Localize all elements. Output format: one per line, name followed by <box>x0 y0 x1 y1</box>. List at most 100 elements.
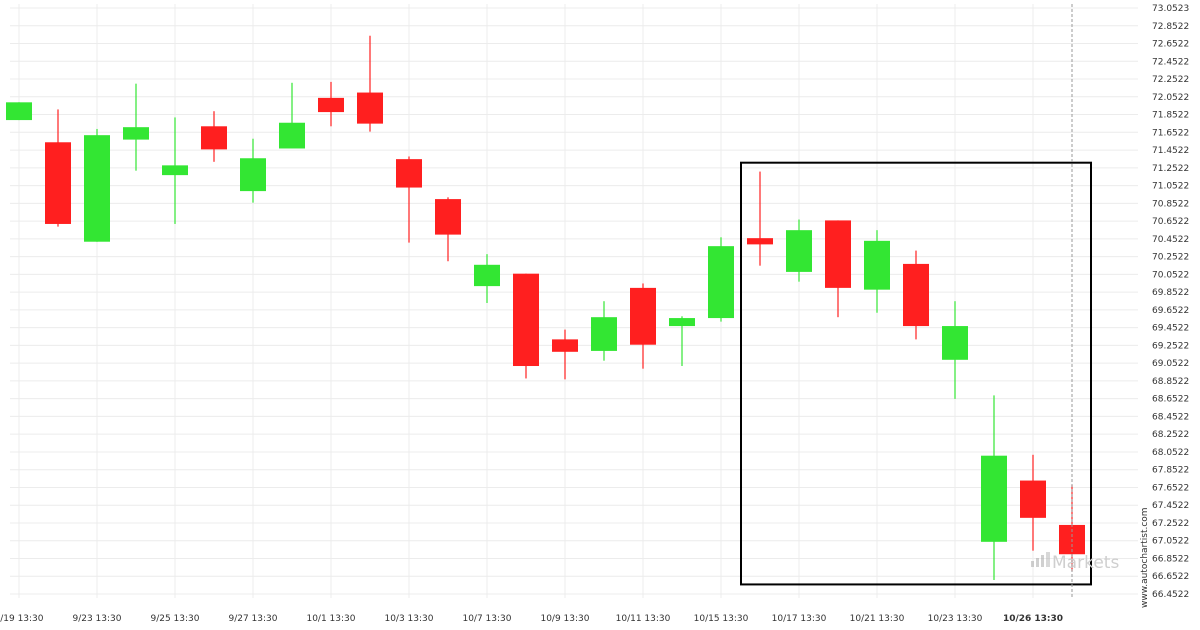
candle-body <box>357 92 383 124</box>
candle-body <box>123 127 149 140</box>
candle <box>513 273 539 379</box>
x-tick-label: 9/27 13:30 <box>228 614 277 624</box>
candle-body <box>708 246 734 319</box>
candle <box>942 301 968 399</box>
x-tick-label: 10/26 13:30 <box>1003 614 1063 624</box>
candle-body <box>1020 480 1046 518</box>
candle-body <box>786 230 812 272</box>
candle-body <box>240 158 266 192</box>
candle <box>708 237 734 322</box>
y-tick-label: 69.8522 <box>1152 288 1189 298</box>
y-tick-label: 70.4522 <box>1152 235 1189 245</box>
y-tick-label: 68.2522 <box>1152 430 1189 440</box>
x-tick-label: 10/11 13:30 <box>616 614 671 624</box>
candle-body <box>864 240 890 290</box>
brand-text: Markets <box>1052 553 1119 573</box>
candle <box>279 82 305 149</box>
candle-body <box>552 339 578 352</box>
candle-body <box>162 165 188 176</box>
y-tick-label: 66.8522 <box>1152 554 1189 564</box>
candle <box>903 250 929 340</box>
candle <box>747 171 773 266</box>
brand-watermark: Markets <box>1031 552 1119 573</box>
x-tick-label: 9/23 13:30 <box>72 614 121 624</box>
x-tick-label: 10/17 13:30 <box>772 614 827 624</box>
y-tick-label: 70.8522 <box>1152 199 1189 209</box>
candle <box>318 81 344 127</box>
grid-lines <box>10 4 1138 598</box>
y-tick-label: 66.4522 <box>1152 590 1189 600</box>
candle <box>630 283 656 369</box>
x-tick-label: 10/7 13:30 <box>462 614 511 624</box>
y-tick-label: 69.4522 <box>1152 324 1189 334</box>
y-tick-label: 68.6522 <box>1152 395 1189 405</box>
candle <box>201 111 227 162</box>
y-tick-label: 72.4522 <box>1152 57 1189 67</box>
candle-body <box>942 326 968 360</box>
y-tick-label: 70.0522 <box>1152 270 1189 280</box>
y-tick-label: 71.2522 <box>1152 164 1189 174</box>
y-axis: 73.0523 72.8522 72.6522 72.4522 72.2522 72.05… <box>1152 4 1189 600</box>
candle <box>591 301 617 361</box>
y-tick-label: 70.6522 <box>1152 217 1189 227</box>
x-tick-label: 10/3 13:30 <box>384 614 433 624</box>
candle <box>825 220 851 318</box>
candle-body <box>630 287 656 345</box>
y-tick-label: 69.0522 <box>1152 359 1189 369</box>
candle <box>435 197 461 262</box>
x-tick-label: 9/19 13:30 <box>0 614 44 624</box>
y-tick-label: 67.2522 <box>1152 519 1189 529</box>
candle <box>669 316 695 367</box>
y-tick-label: 69.2522 <box>1152 341 1189 351</box>
candle <box>552 329 578 380</box>
candle <box>45 109 71 227</box>
candle-body <box>318 97 344 113</box>
y-tick-label: 68.8522 <box>1152 377 1189 387</box>
y-tick-label: 72.2522 <box>1152 75 1189 85</box>
y-tick-label: 71.8522 <box>1152 111 1189 121</box>
candle-body <box>84 135 110 242</box>
candle-body <box>45 142 71 224</box>
candles <box>6 35 1085 580</box>
y-tick-label: 67.0522 <box>1152 537 1189 547</box>
y-tick-label: 67.8522 <box>1152 466 1189 476</box>
y-tick-label: 69.6522 <box>1152 306 1189 316</box>
candle <box>162 117 188 224</box>
x-tick-label: 10/9 13:30 <box>540 614 589 624</box>
candle-body <box>201 126 227 150</box>
candle-body <box>396 159 422 188</box>
candle <box>84 128 110 242</box>
candle-body <box>513 273 539 367</box>
candle-body <box>981 455 1007 542</box>
candle <box>123 83 149 171</box>
candle <box>6 102 32 121</box>
x-tick-label: 10/21 13:30 <box>850 614 905 624</box>
candle <box>240 138 266 203</box>
x-tick-label: 9/25 13:30 <box>150 614 199 624</box>
candle-body <box>591 317 617 351</box>
pattern-overlay <box>740 4 1092 598</box>
y-tick-label: 67.4522 <box>1152 501 1189 511</box>
x-tick-label: 10/23 13:30 <box>928 614 983 624</box>
candle <box>864 230 890 313</box>
candle <box>396 156 422 243</box>
candle <box>1020 454 1046 551</box>
candle-body <box>825 220 851 288</box>
y-tick-label: 71.4522 <box>1152 146 1189 156</box>
y-tick-label: 72.6522 <box>1152 40 1189 50</box>
x-tick-label: 10/15 13:30 <box>694 614 749 624</box>
candle-body <box>747 238 773 245</box>
watermark-site-text: www.autochartist.com <box>1140 507 1150 608</box>
candle-body <box>474 264 500 287</box>
y-tick-label: 68.4522 <box>1152 412 1189 422</box>
y-tick-label: 66.6522 <box>1152 572 1189 582</box>
candle-body <box>6 102 32 121</box>
candle-body <box>669 318 695 327</box>
candle <box>357 35 383 132</box>
y-tick-label: 73.0523 <box>1152 4 1189 14</box>
x-tick-label: 10/1 13:30 <box>306 614 355 624</box>
y-tick-label: 70.2522 <box>1152 253 1189 263</box>
pattern-highlight-box <box>740 161 1092 586</box>
bar-chart-logo-icon <box>1031 552 1050 567</box>
